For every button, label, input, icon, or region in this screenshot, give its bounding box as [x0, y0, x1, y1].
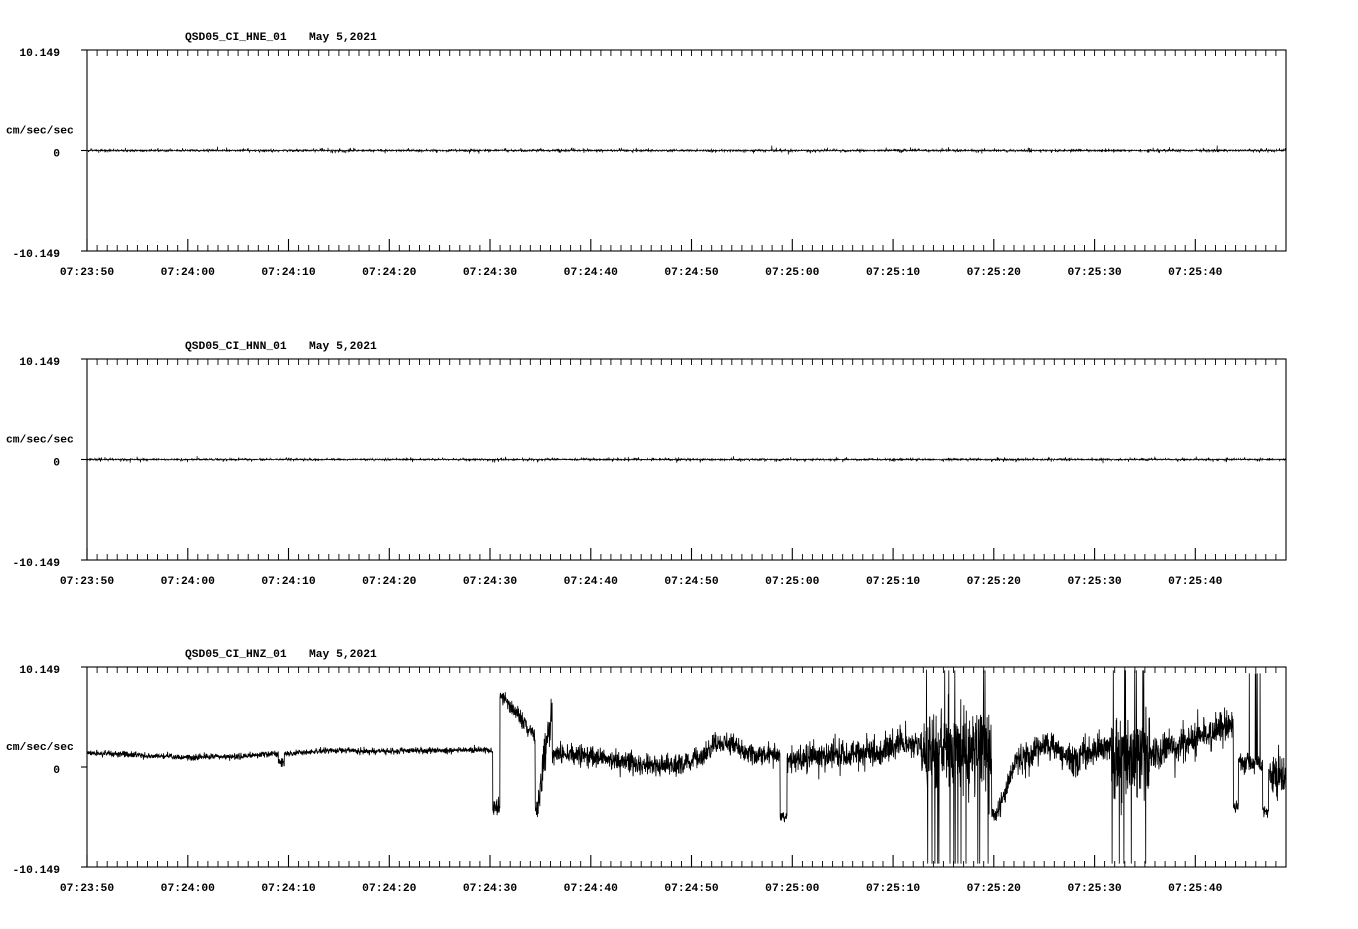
svg-text:07:24:50: 07:24:50 — [664, 883, 718, 895]
svg-text:07:25:30: 07:25:30 — [1067, 883, 1121, 895]
svg-text:07:25:20: 07:25:20 — [967, 267, 1021, 279]
svg-text:07:24:30: 07:24:30 — [463, 883, 517, 895]
svg-text:07:25:00: 07:25:00 — [765, 576, 819, 588]
svg-text:07:24:50: 07:24:50 — [664, 576, 718, 588]
svg-text:0: 0 — [53, 149, 60, 161]
svg-text:-10.149: -10.149 — [13, 865, 61, 877]
svg-text:cm/sec/sec: cm/sec/sec — [6, 126, 74, 138]
svg-text:07:24:30: 07:24:30 — [463, 576, 517, 588]
svg-text:07:25:00: 07:25:00 — [765, 883, 819, 895]
svg-text:10.149: 10.149 — [19, 357, 60, 369]
svg-text:07:24:40: 07:24:40 — [564, 267, 618, 279]
svg-text:07:24:20: 07:24:20 — [362, 267, 416, 279]
svg-text:07:24:30: 07:24:30 — [463, 267, 517, 279]
svg-text:10.149: 10.149 — [19, 665, 60, 677]
svg-text:07:24:00: 07:24:00 — [161, 576, 215, 588]
svg-text:10.149: 10.149 — [19, 48, 60, 60]
svg-text:May 5,2021: May 5,2021 — [309, 649, 377, 661]
svg-text:07:24:40: 07:24:40 — [564, 576, 618, 588]
svg-text:07:24:10: 07:24:10 — [261, 883, 315, 895]
svg-text:07:25:40: 07:25:40 — [1168, 267, 1222, 279]
svg-text:07:24:40: 07:24:40 — [564, 883, 618, 895]
svg-text:QSD05_CI_HNN_01: QSD05_CI_HNN_01 — [185, 341, 287, 353]
svg-text:07:24:50: 07:24:50 — [664, 267, 718, 279]
svg-text:QSD05_CI_HNZ_01: QSD05_CI_HNZ_01 — [185, 649, 287, 661]
svg-text:-10.149: -10.149 — [13, 558, 61, 570]
svg-text:07:25:10: 07:25:10 — [866, 576, 920, 588]
svg-text:07:24:00: 07:24:00 — [161, 267, 215, 279]
svg-text:0: 0 — [53, 458, 60, 470]
svg-text:07:24:00: 07:24:00 — [161, 883, 215, 895]
svg-text:cm/sec/sec: cm/sec/sec — [6, 742, 74, 754]
svg-text:-10.149: -10.149 — [13, 249, 61, 261]
svg-text:07:25:10: 07:25:10 — [866, 267, 920, 279]
svg-text:07:25:30: 07:25:30 — [1067, 267, 1121, 279]
svg-text:07:25:40: 07:25:40 — [1168, 576, 1222, 588]
svg-text:07:25:10: 07:25:10 — [866, 883, 920, 895]
svg-text:07:23:50: 07:23:50 — [60, 883, 114, 895]
svg-text:May 5,2021: May 5,2021 — [309, 32, 377, 44]
svg-text:07:23:50: 07:23:50 — [60, 267, 114, 279]
svg-text:07:24:20: 07:24:20 — [362, 576, 416, 588]
svg-text:07:25:20: 07:25:20 — [967, 576, 1021, 588]
svg-text:07:25:30: 07:25:30 — [1067, 576, 1121, 588]
svg-text:07:25:20: 07:25:20 — [967, 883, 1021, 895]
svg-text:0: 0 — [53, 765, 60, 777]
svg-text:07:23:50: 07:23:50 — [60, 576, 114, 588]
svg-text:07:24:10: 07:24:10 — [261, 576, 315, 588]
svg-text:07:24:20: 07:24:20 — [362, 883, 416, 895]
svg-text:07:25:40: 07:25:40 — [1168, 883, 1222, 895]
svg-text:07:25:00: 07:25:00 — [765, 267, 819, 279]
svg-text:QSD05_CI_HNE_01: QSD05_CI_HNE_01 — [185, 32, 287, 44]
svg-text:May 5,2021: May 5,2021 — [309, 341, 377, 353]
svg-text:cm/sec/sec: cm/sec/sec — [6, 435, 74, 447]
svg-text:07:24:10: 07:24:10 — [261, 267, 315, 279]
